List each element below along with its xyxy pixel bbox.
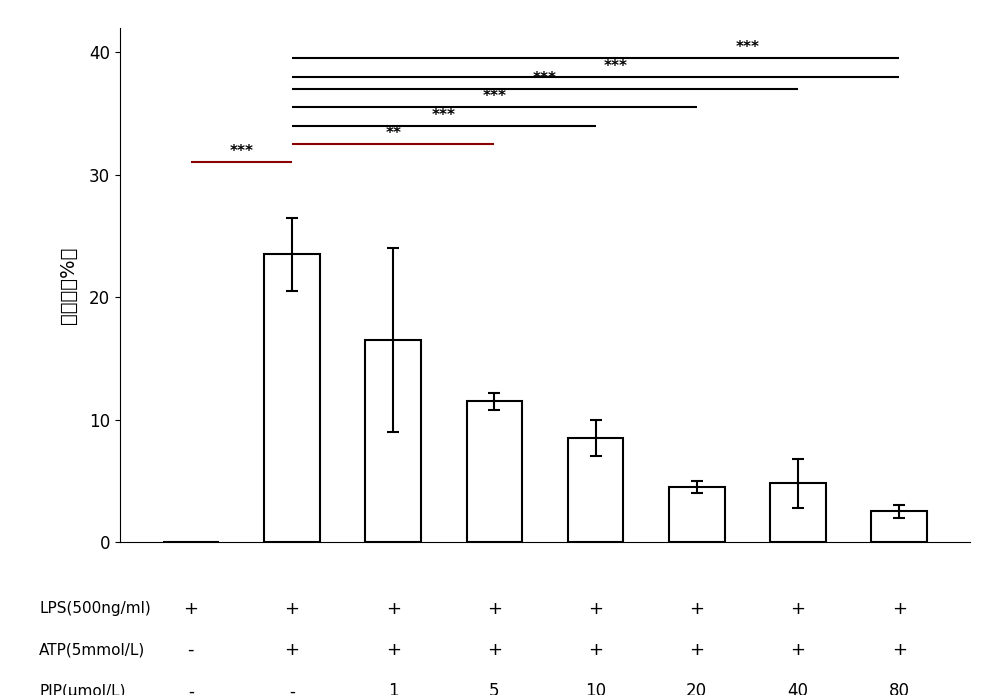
Text: **: **: [385, 126, 401, 141]
Text: ***: ***: [735, 40, 759, 56]
Text: +: +: [386, 641, 401, 659]
Bar: [871, 512, 927, 542]
Text: +: +: [183, 600, 198, 618]
Bar: [467, 401, 522, 542]
Bar: [568, 438, 623, 542]
Text: +: +: [689, 600, 704, 618]
Text: PIP(μmol/L): PIP(μmol/L): [39, 684, 126, 695]
Text: ***: ***: [432, 108, 456, 123]
Text: +: +: [790, 641, 805, 659]
Text: -: -: [188, 682, 194, 695]
Y-axis label: 焦亡率（%）: 焦亡率（%）: [59, 246, 78, 324]
Text: ***: ***: [482, 90, 506, 104]
Text: 80: 80: [889, 682, 910, 695]
Text: +: +: [689, 641, 704, 659]
Text: 1: 1: [388, 682, 399, 695]
Text: +: +: [588, 641, 603, 659]
Bar: [669, 487, 725, 542]
Text: 40: 40: [787, 682, 808, 695]
Text: +: +: [790, 600, 805, 618]
Text: +: +: [285, 600, 300, 618]
Text: 5: 5: [489, 682, 500, 695]
Text: ***: ***: [229, 145, 253, 159]
Text: +: +: [285, 641, 300, 659]
Text: ***: ***: [533, 71, 557, 86]
Text: -: -: [289, 682, 295, 695]
Text: -: -: [188, 641, 194, 659]
Text: 20: 20: [686, 682, 707, 695]
Bar: [770, 483, 826, 542]
Text: ***: ***: [604, 58, 628, 74]
Text: +: +: [892, 641, 907, 659]
Text: ATP(5mmol/L): ATP(5mmol/L): [39, 643, 146, 657]
Bar: [264, 254, 320, 542]
Bar: [365, 340, 421, 542]
Text: LPS(500ng/ml): LPS(500ng/ml): [39, 601, 151, 616]
Text: +: +: [588, 600, 603, 618]
Text: +: +: [487, 641, 502, 659]
Text: 10: 10: [585, 682, 606, 695]
Text: +: +: [892, 600, 907, 618]
Text: +: +: [386, 600, 401, 618]
Text: +: +: [487, 600, 502, 618]
